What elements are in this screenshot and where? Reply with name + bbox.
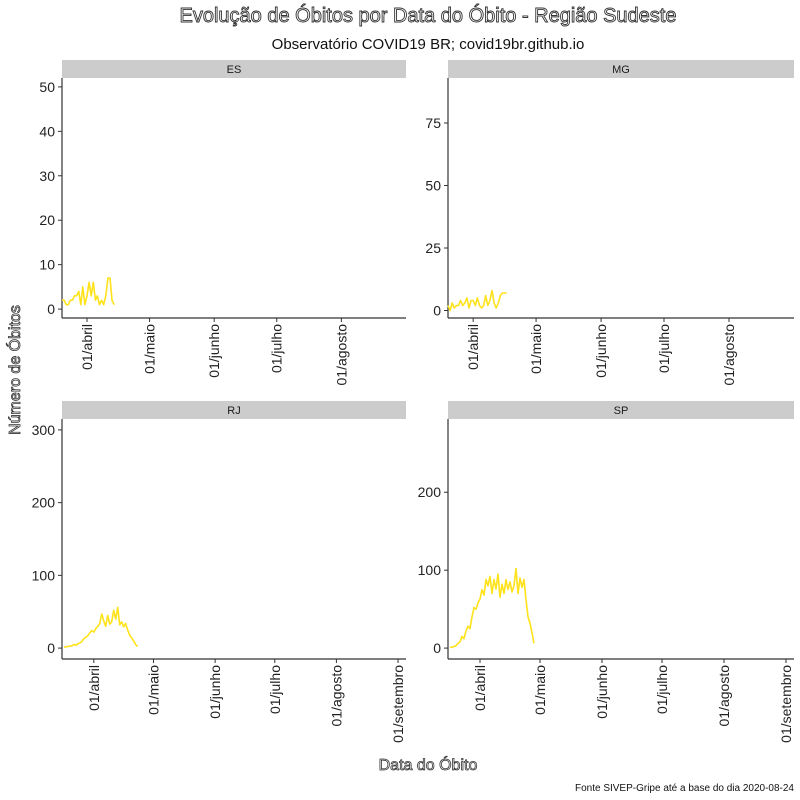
facet-label: RJ bbox=[227, 405, 240, 417]
x-tick-label: 01/agosto bbox=[328, 665, 344, 727]
x-tick-label: 01/maio bbox=[142, 324, 158, 374]
facet-label: MG bbox=[612, 64, 630, 76]
x-tick-label: 01/abril bbox=[79, 324, 95, 370]
x-tick-label: 01/agosto bbox=[333, 324, 349, 386]
facet-strip bbox=[448, 401, 794, 419]
chart-subtitle: Observatório COVID19 BR; covid19br.githu… bbox=[272, 36, 585, 53]
x-tick-label: 01/abril bbox=[86, 665, 102, 711]
panel-mg: MG 0 25 50 75 01/abril 01/maio 01/junho 01/julho… bbox=[425, 60, 794, 386]
y-tick-label: 25 bbox=[425, 240, 441, 256]
facet-strip bbox=[62, 60, 406, 78]
y-tick-label: 30 bbox=[39, 168, 55, 184]
y-tick-label: 10 bbox=[39, 257, 55, 273]
x-tick-label: 01/julho bbox=[656, 324, 672, 373]
series-line bbox=[450, 567, 535, 649]
y-tick-label: 200 bbox=[32, 495, 56, 511]
panel-sp: SP 0 100 200 01/abril 01/maio 01/junho 01/julho… bbox=[418, 401, 794, 743]
y-tick-label: 0 bbox=[433, 303, 441, 319]
x-tick-label: 01/setembro bbox=[390, 665, 406, 743]
facet-strip bbox=[448, 60, 794, 78]
x-tick-label: 01/agosto bbox=[721, 324, 737, 386]
x-tick-label: 01/junho bbox=[593, 324, 609, 378]
y-tick-label: 0 bbox=[47, 640, 55, 656]
y-tick-label: 0 bbox=[47, 301, 55, 317]
x-axis-title: Data do Óbito bbox=[379, 755, 478, 774]
x-tick-label: 01/julho bbox=[654, 665, 670, 714]
y-tick-label: 0 bbox=[433, 640, 441, 656]
x-tick-label: 01/maio bbox=[528, 324, 544, 374]
series-line bbox=[447, 289, 507, 312]
y-tick-label: 50 bbox=[425, 178, 441, 194]
x-tick-label: 01/agosto bbox=[716, 665, 732, 727]
y-tick-label: 50 bbox=[39, 79, 55, 95]
panel-es: ES 0 10 20 30 40 50 01/abril 01/maio 01/junho 01/j… bbox=[39, 60, 406, 386]
series-line bbox=[63, 606, 139, 649]
y-axis-title: Número de Óbitos bbox=[5, 305, 24, 435]
x-tick-label: 01/julho bbox=[269, 324, 285, 373]
x-tick-label: 01/julho bbox=[267, 665, 283, 714]
x-tick-label: 01/junho bbox=[207, 665, 223, 719]
facet-panels: ES 0 10 20 30 40 50 01/abril 01/maio 01/junho 01/j… bbox=[32, 60, 794, 743]
y-tick-label: 40 bbox=[39, 123, 55, 139]
facet-strip bbox=[62, 401, 406, 419]
x-tick-label: 01/abril bbox=[465, 324, 481, 370]
facet-label: ES bbox=[227, 64, 242, 76]
x-tick-label: 01/junho bbox=[206, 324, 222, 378]
y-tick-label: 20 bbox=[39, 212, 55, 228]
y-tick-label: 100 bbox=[418, 562, 442, 578]
facet-label: SP bbox=[614, 405, 629, 417]
x-tick-label: 01/maio bbox=[532, 665, 548, 715]
y-tick-label: 100 bbox=[32, 567, 56, 583]
x-tick-label: 01/setembro bbox=[778, 665, 794, 743]
panel-rj: RJ 0 100 200 300 01/abril 01/maio 01/junho 01/ju… bbox=[32, 401, 406, 743]
x-tick-label: 01/junho bbox=[594, 665, 610, 719]
x-tick-label: 01/maio bbox=[145, 665, 161, 715]
y-tick-label: 75 bbox=[425, 115, 441, 131]
chart-title: Evolução de Óbitos por Data do Óbito - R… bbox=[180, 4, 677, 27]
y-tick-label: 200 bbox=[418, 484, 442, 500]
x-tick-label: 01/abril bbox=[472, 665, 488, 711]
caption: Fonte SIVEP-Gripe até a base do dia 2020… bbox=[575, 783, 794, 794]
y-tick-label: 300 bbox=[32, 422, 56, 438]
series-line bbox=[62, 277, 115, 306]
